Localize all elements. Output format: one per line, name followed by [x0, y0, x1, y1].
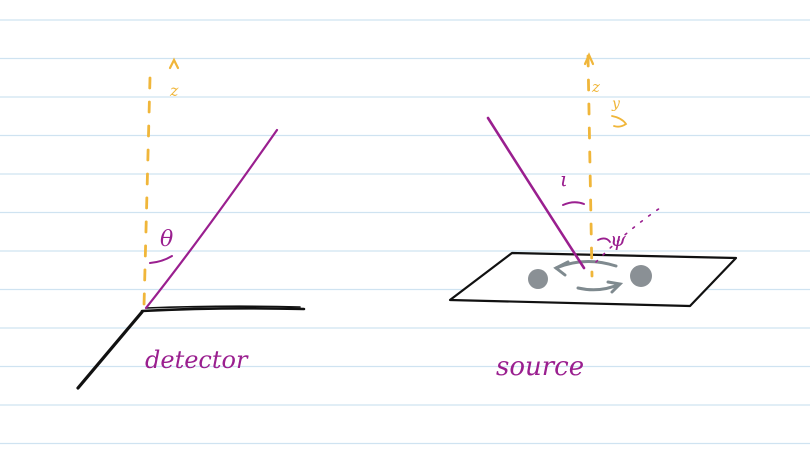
detector-z-label: z — [169, 81, 179, 100]
detector-z-axis — [144, 78, 150, 306]
detector-z-arrowhead — [170, 60, 178, 68]
detector-direction-line — [146, 130, 277, 308]
source-psi-label: ψ — [610, 227, 626, 251]
source-direction-line — [488, 118, 584, 268]
detector-angle-arc — [150, 256, 172, 263]
source-sketch: z y ι ψ source — [450, 55, 736, 382]
source-azimuth-arc — [598, 238, 610, 242]
source-y-label: y — [611, 96, 621, 112]
detector-axis-horizontal — [142, 308, 304, 311]
source-caption: source — [496, 352, 584, 382]
source-z-label: z — [591, 78, 600, 96]
source-inclination-arc — [563, 202, 584, 205]
source-spot-left — [528, 269, 548, 289]
detector-theta-label: θ — [160, 227, 173, 252]
detector-sketch: z θ detector — [78, 60, 304, 388]
source-y-scribble — [612, 116, 626, 127]
detector-caption: detector — [145, 346, 249, 374]
source-azimuth-line — [596, 208, 660, 262]
source-spot-right — [630, 265, 652, 287]
source-iota-label: ι — [560, 167, 568, 191]
detector-axis-diagonal — [78, 312, 142, 388]
ruled-lines — [0, 20, 810, 444]
